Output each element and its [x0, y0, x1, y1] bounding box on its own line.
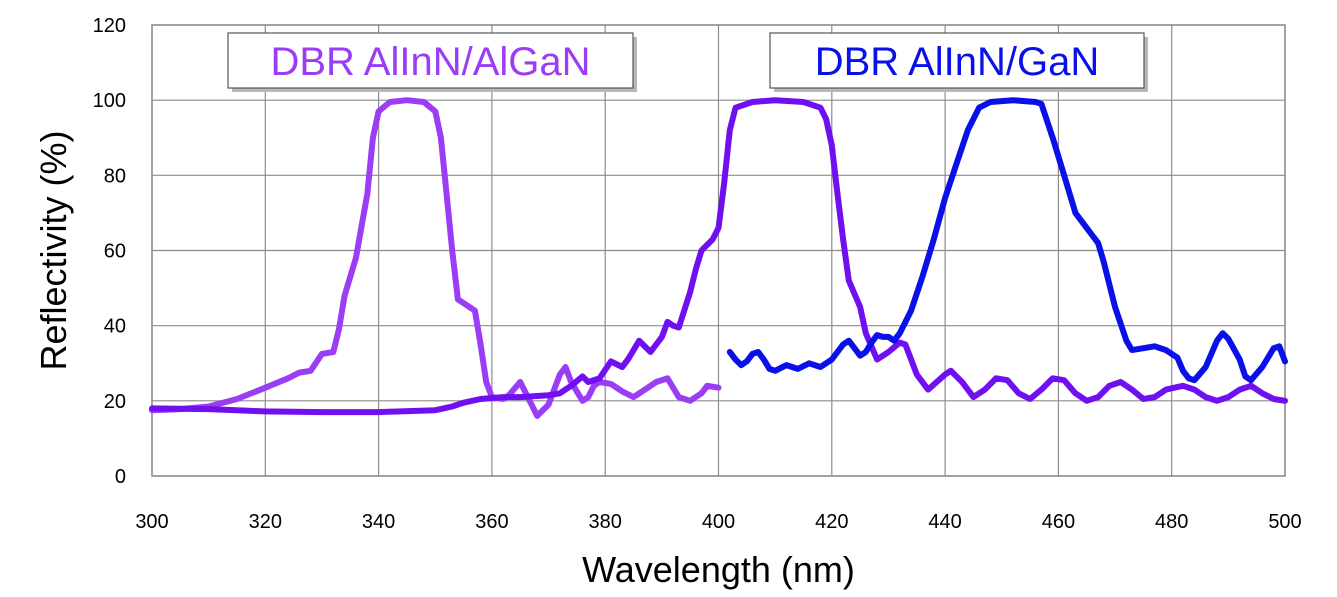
y-axis-title: Reflectivity (%) — [33, 130, 74, 370]
series-label: DBR AlInN/AlGaN — [270, 40, 590, 84]
y-tick-label: 20 — [104, 391, 126, 413]
y-tick-labels: 0 20 40 60 80 100 120 — [93, 15, 126, 488]
label-box-frame — [769, 32, 1145, 89]
x-tick-label: 440 — [928, 511, 961, 533]
plot-area — [151, 24, 1286, 477]
x-tick-label: 360 — [475, 511, 508, 533]
y-tick-label: 80 — [104, 165, 126, 187]
series-label-box: DBR AlInN/GaN — [769, 32, 1148, 92]
y-tick-label: 0 — [115, 466, 126, 488]
x-tick-label: 460 — [1042, 511, 1075, 533]
x-tick-label: 480 — [1155, 511, 1188, 533]
x-axis-title: Wavelength (nm) — [582, 549, 855, 590]
x-tick-label: 420 — [815, 511, 848, 533]
x-tick-labels: 300 320 340 360 380 400 420 440 460 480 500 — [135, 511, 1301, 533]
x-tick-label: 340 — [362, 511, 395, 533]
series-line-1 — [149, 97, 722, 419]
y-tick-label: 60 — [104, 241, 126, 263]
y-tick-label: 40 — [104, 316, 126, 338]
series-line-3 — [726, 97, 1288, 384]
label-box-frame — [227, 32, 634, 89]
series-label-boxes: DBR AlInN/AlGaN DBR AlInN/GaN — [227, 32, 1148, 92]
y-tick-label: 120 — [93, 15, 126, 37]
y-tick-label: 100 — [93, 90, 126, 112]
x-tick-label: 400 — [702, 511, 735, 533]
series-label: DBR AlInN/GaN — [815, 40, 1100, 84]
grid-lines — [151, 24, 1286, 477]
x-tick-label: 500 — [1268, 511, 1301, 533]
series-label-box: DBR AlInN/AlGaN — [227, 32, 637, 92]
series-lines — [149, 97, 1288, 419]
x-tick-label: 320 — [249, 511, 282, 533]
x-tick-label: 380 — [589, 511, 622, 533]
x-tick-label: 300 — [135, 511, 168, 533]
series-line-2 — [149, 97, 1288, 416]
